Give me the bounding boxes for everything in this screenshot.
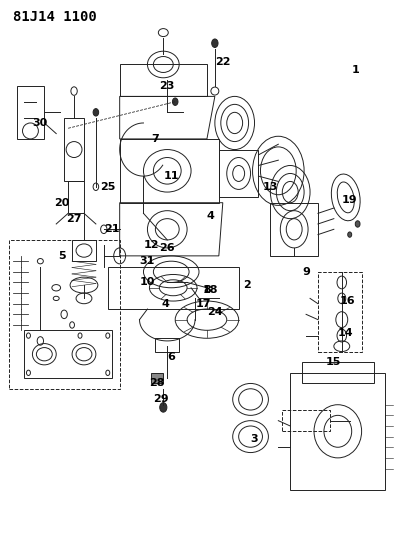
- Text: 2: 2: [243, 280, 250, 290]
- Circle shape: [160, 402, 167, 412]
- Text: 81J14 1100: 81J14 1100: [13, 10, 96, 25]
- Bar: [25, 330, 112, 378]
- Bar: [64, 118, 84, 181]
- Text: 30: 30: [33, 118, 48, 128]
- Text: 9: 9: [302, 267, 310, 277]
- Text: 21: 21: [104, 224, 119, 235]
- Bar: [290, 373, 385, 490]
- Text: 22: 22: [215, 57, 230, 67]
- Text: 31: 31: [140, 256, 155, 266]
- Text: 27: 27: [66, 214, 82, 224]
- Bar: [120, 64, 207, 96]
- Bar: [151, 373, 163, 383]
- Text: 1: 1: [352, 65, 359, 75]
- Text: 13: 13: [263, 182, 278, 192]
- Text: 12: 12: [144, 240, 159, 250]
- Text: 18: 18: [203, 286, 219, 295]
- Bar: [9, 240, 120, 389]
- Text: 4: 4: [207, 211, 215, 221]
- Text: 20: 20: [55, 198, 70, 208]
- Bar: [282, 410, 330, 431]
- Text: 16: 16: [340, 296, 355, 306]
- Text: 8: 8: [203, 286, 211, 295]
- Text: 4: 4: [161, 298, 169, 309]
- Text: 26: 26: [160, 243, 175, 253]
- Circle shape: [93, 109, 99, 116]
- Bar: [68, 181, 84, 213]
- Circle shape: [348, 232, 352, 237]
- Bar: [318, 272, 362, 352]
- Text: 15: 15: [326, 357, 341, 367]
- Text: 17: 17: [195, 298, 211, 309]
- Text: 3: 3: [251, 434, 258, 445]
- Text: 28: 28: [150, 378, 165, 389]
- Bar: [219, 150, 258, 197]
- Text: 14: 14: [338, 328, 353, 338]
- Bar: [17, 86, 44, 139]
- Text: 5: 5: [59, 251, 66, 261]
- Text: 6: 6: [167, 352, 175, 362]
- Bar: [72, 240, 96, 261]
- Text: 24: 24: [207, 306, 222, 317]
- Bar: [155, 338, 179, 352]
- Text: 7: 7: [152, 134, 159, 144]
- Circle shape: [172, 98, 178, 106]
- Bar: [302, 362, 373, 383]
- Bar: [270, 203, 318, 256]
- Text: 10: 10: [140, 278, 155, 287]
- Circle shape: [212, 39, 218, 47]
- Text: 19: 19: [342, 195, 357, 205]
- Text: 23: 23: [160, 81, 175, 91]
- Text: 11: 11: [164, 171, 179, 181]
- Text: 29: 29: [154, 394, 169, 405]
- Text: 25: 25: [100, 182, 115, 192]
- Circle shape: [355, 221, 360, 227]
